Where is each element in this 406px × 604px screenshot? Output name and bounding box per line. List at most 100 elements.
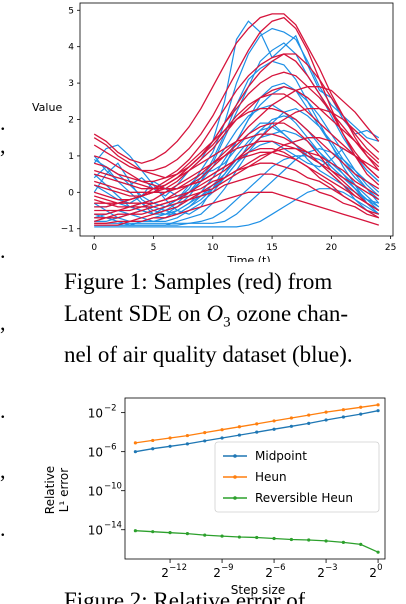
figure1-lines (93, 13, 380, 228)
series-point (341, 415, 345, 419)
y-tick-label: 4 (68, 43, 74, 53)
blue-series-line-3 (93, 42, 380, 215)
series-point (151, 447, 155, 451)
series-point (151, 438, 155, 443)
caption-math: O (206, 301, 224, 326)
series-point (324, 418, 328, 422)
series-point (255, 430, 259, 434)
left-fragment-2: , (0, 133, 6, 158)
series-line-3 (135, 530, 379, 553)
blue-series-line-13 (93, 140, 380, 215)
x-tick-label: 2 (317, 566, 325, 580)
figure2-x-axis-label: Step size (231, 583, 285, 597)
figure1-chart: 0 5 10 15 20 25 −1 0 1 2 3 4 5 Value Time (t) (32, 2, 396, 262)
series-point (151, 530, 155, 534)
y-tick-label: 10 (88, 485, 103, 499)
left-fragment-4: , (0, 310, 6, 335)
series-point (324, 410, 328, 414)
x-tick-label: 15 (266, 243, 277, 253)
x-tick-label: 25 (385, 243, 396, 253)
y-tick-label: 10 (88, 407, 103, 421)
left-fragment-5: . (0, 398, 6, 423)
caption-subscript: 3 (223, 314, 231, 331)
red-series-line-13 (94, 86, 380, 193)
x-tick-label: 20 (326, 243, 338, 253)
figure1-axes: 0 5 10 15 20 25 −1 0 1 2 3 4 5 (61, 2, 396, 253)
series-point (220, 436, 224, 440)
left-fragment-6: , (0, 458, 6, 483)
series-point (376, 409, 380, 413)
x-tick-exponent: −3 (325, 563, 338, 573)
series-point (220, 428, 224, 432)
series-point (255, 535, 259, 540)
series-point (289, 416, 293, 420)
series-point (376, 403, 380, 407)
series-point (185, 442, 189, 446)
series-point (168, 444, 172, 448)
red-series-line-1 (93, 13, 380, 171)
series-point (203, 439, 207, 443)
series-point (133, 529, 137, 533)
left-fragment-3: . (0, 238, 6, 263)
y-tick-label: 10 (88, 524, 103, 538)
figure1-caption-line1: Figure 1: Samples (red) from (64, 269, 333, 294)
series-point (255, 422, 259, 426)
red-series-line-16 (94, 122, 380, 212)
y-tick-label: 1 (68, 152, 74, 162)
red-series-line-20 (93, 53, 380, 179)
series-point (272, 427, 276, 431)
figure1-caption-line3: nel of air quality dataset (blue). (64, 341, 353, 367)
series-point (203, 431, 207, 435)
y-tick-label: 3 (68, 79, 74, 89)
figure1-x-axis-label: Time (t) (226, 254, 270, 262)
red-series-line-19 (94, 147, 380, 224)
figure2-y-axis-label-line1: Relative (43, 466, 57, 514)
series-point (359, 542, 363, 546)
legend-box (214, 441, 380, 513)
y-tick-label: 10 (88, 446, 103, 460)
figure2-caption-clip: Figure 2: Relative error of (64, 592, 305, 604)
left-fragment-1: . (0, 110, 6, 135)
x-tick-label: 2 (369, 566, 377, 580)
figure1-caption-line2: Latent SDE on O3 ozone chan- (64, 298, 353, 339)
x-tick-label: 0 (91, 243, 97, 253)
series-point (359, 412, 363, 416)
series-point (272, 536, 276, 541)
legend-label-1: Midpoint (255, 449, 307, 463)
series-point (237, 433, 241, 437)
series-point (237, 535, 241, 539)
series-point (133, 450, 137, 454)
series-point (168, 531, 172, 535)
series-point (289, 424, 293, 428)
series-point (359, 405, 363, 409)
series-point (341, 540, 345, 545)
series-point (185, 433, 189, 438)
x-tick-exponent: 0 (377, 563, 382, 573)
y-tick-label: 2 (68, 116, 74, 126)
left-fragment-7: . (0, 516, 6, 541)
series-point (220, 534, 224, 538)
caption-text: Latent SDE on (64, 301, 207, 326)
y-tick-label: −1 (61, 225, 74, 235)
red-series-line-12 (94, 173, 379, 223)
red-series-line-17 (94, 147, 380, 219)
blue-series-line-15 (94, 155, 380, 226)
x-tick-exponent: −6 (273, 563, 286, 573)
series-point (307, 538, 311, 542)
red-series-line-18 (94, 191, 379, 226)
red-series-line-15 (94, 137, 380, 208)
series-point (307, 413, 311, 417)
series-point (341, 408, 345, 412)
series-point (376, 550, 380, 554)
y-tick-exponent: −14 (104, 521, 122, 531)
y-tick-label: 5 (68, 6, 74, 16)
figure2-caption: Figure 2: Relative error of (64, 592, 305, 604)
legend-marker (233, 454, 237, 458)
caption-text: ozone chan- (230, 301, 349, 326)
series-point (237, 425, 241, 429)
legend-label-2: Heun (255, 470, 287, 484)
series-point (289, 537, 293, 542)
y-tick-exponent: −2 (104, 404, 117, 414)
legend-marker (233, 475, 237, 479)
